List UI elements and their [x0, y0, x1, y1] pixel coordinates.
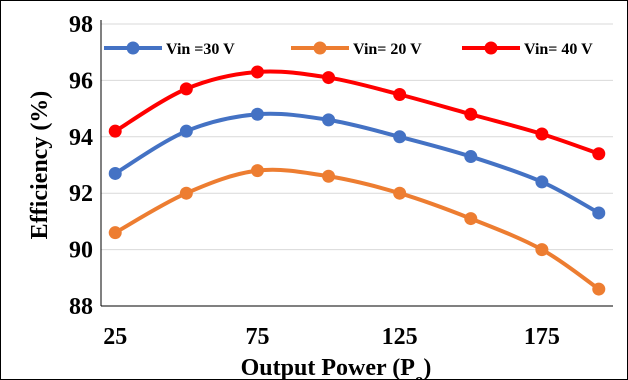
legend-marker-2 — [313, 41, 327, 55]
data-point-2-50 — [179, 186, 193, 200]
x-tick-75: 75 — [245, 324, 269, 350]
data-point-1-125 — [393, 130, 407, 144]
gridlines — [101, 23, 613, 307]
x-axis-title: Output Power (Po) — [241, 355, 432, 379]
data-point-1-150 — [464, 150, 478, 164]
y-tick-90: 90 — [69, 238, 93, 264]
x-tick-25: 25 — [103, 324, 127, 350]
y-tick-94: 94 — [69, 125, 93, 151]
data-point-2-195 — [592, 282, 606, 296]
legend-marker-3 — [484, 41, 498, 55]
data-point-3-100 — [322, 71, 336, 85]
x-tick-labels: 25 75 125 175 — [103, 324, 560, 350]
legend: Vin =30 V Vin= 20 V Vin= 40 V — [104, 41, 593, 58]
x-axis-title-subscript: o — [415, 370, 424, 380]
data-point-3-150 — [464, 107, 478, 121]
legend-label-2: Vin= 20 V — [353, 41, 422, 58]
y-tick-labels: 88 90 92 94 96 98 — [69, 12, 93, 320]
legend-marker-1 — [126, 41, 140, 55]
data-point-2-75 — [250, 164, 264, 178]
data-point-3-175 — [535, 127, 549, 141]
series-1 — [108, 107, 606, 220]
y-tick-88: 88 — [69, 294, 93, 320]
legend-label-3: Vin= 40 V — [524, 41, 593, 58]
data-point-3-50 — [179, 82, 193, 96]
data-point-3-25 — [108, 124, 122, 138]
data-point-2-150 — [464, 212, 478, 226]
x-tick-125: 125 — [382, 324, 418, 350]
y-tick-92: 92 — [69, 181, 93, 207]
data-point-2-100 — [322, 169, 336, 183]
data-point-2-25 — [108, 226, 122, 240]
legend-label-1: Vin =30 V — [166, 41, 235, 58]
data-point-1-195 — [592, 206, 606, 220]
data-point-1-50 — [179, 124, 193, 138]
data-point-3-125 — [393, 88, 407, 101]
data-point-1-100 — [322, 113, 336, 127]
series-2 — [108, 164, 606, 296]
data-point-1-25 — [108, 166, 122, 180]
x-tick-175: 175 — [524, 324, 560, 350]
data-point-1-175 — [535, 175, 549, 189]
series-3 — [108, 65, 606, 161]
data-point-1-75 — [250, 107, 264, 121]
x-axis-title-main: Output Power (P — [241, 355, 415, 379]
y-axis-title: Efficiency (%) — [27, 91, 53, 240]
y-tick-98: 98 — [69, 12, 93, 38]
x-axis-title-close: ) — [423, 355, 431, 379]
data-point-2-175 — [535, 243, 549, 257]
data-point-3-75 — [250, 65, 264, 79]
data-point-2-125 — [393, 186, 407, 200]
series-group — [108, 65, 606, 296]
data-point-3-195 — [592, 147, 606, 161]
axes — [100, 20, 613, 307]
y-tick-96: 96 — [69, 68, 93, 94]
